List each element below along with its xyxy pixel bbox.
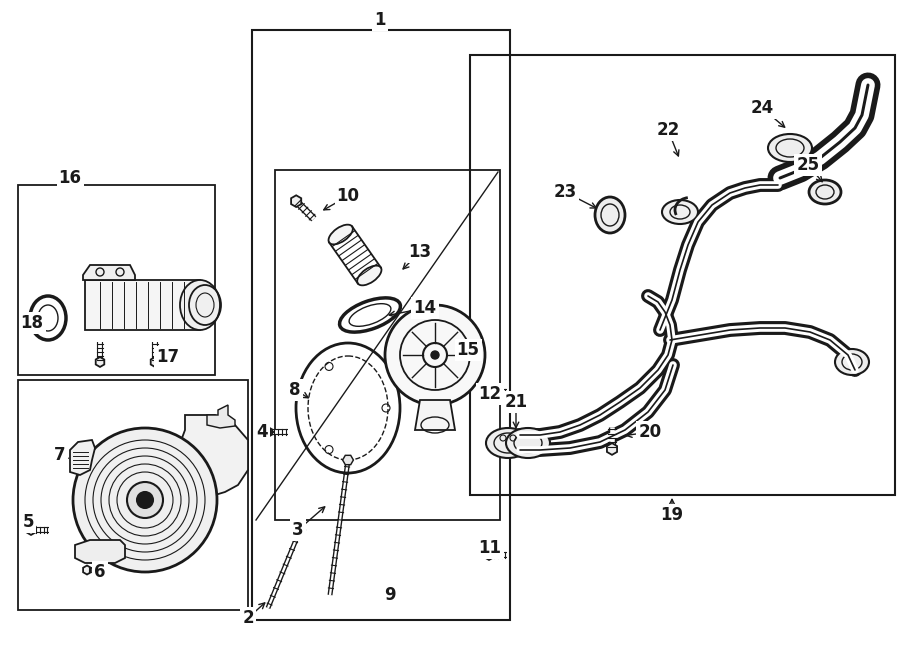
Text: 24: 24	[751, 99, 774, 117]
Ellipse shape	[73, 428, 217, 572]
Polygon shape	[175, 415, 248, 498]
Text: 8: 8	[289, 381, 301, 399]
Text: 3: 3	[292, 521, 304, 539]
Polygon shape	[83, 565, 91, 575]
Polygon shape	[83, 265, 135, 280]
Bar	[470, 55, 895, 495]
Bar	[252, 30, 510, 620]
Text: 19: 19	[661, 506, 684, 524]
Ellipse shape	[127, 482, 163, 518]
Text: 5: 5	[22, 513, 34, 531]
Ellipse shape	[662, 200, 698, 224]
Text: 1: 1	[374, 11, 386, 29]
Bar	[18, 380, 248, 610]
Text: 16: 16	[58, 169, 82, 187]
Polygon shape	[27, 525, 35, 535]
Ellipse shape	[486, 428, 530, 458]
Text: 21: 21	[504, 393, 527, 411]
Polygon shape	[485, 550, 493, 560]
Polygon shape	[70, 440, 95, 475]
Text: 2: 2	[242, 609, 254, 627]
Ellipse shape	[506, 428, 550, 458]
Polygon shape	[343, 455, 354, 465]
Ellipse shape	[431, 351, 439, 359]
Bar	[18, 185, 215, 375]
Polygon shape	[291, 195, 302, 207]
Ellipse shape	[809, 180, 841, 204]
Polygon shape	[485, 387, 493, 397]
Ellipse shape	[595, 197, 625, 233]
Text: 11: 11	[479, 539, 501, 557]
Text: 22: 22	[656, 121, 680, 139]
Text: 13: 13	[409, 243, 432, 261]
Bar	[85, 280, 200, 330]
Polygon shape	[264, 427, 273, 437]
Polygon shape	[294, 526, 305, 535]
Ellipse shape	[137, 492, 153, 508]
Ellipse shape	[357, 265, 382, 285]
Text: 12: 12	[479, 385, 501, 403]
Polygon shape	[150, 357, 159, 367]
Polygon shape	[607, 443, 617, 455]
Ellipse shape	[180, 280, 220, 330]
Text: 4: 4	[256, 423, 268, 441]
Polygon shape	[95, 357, 104, 367]
Text: 25: 25	[796, 156, 820, 174]
Text: 10: 10	[337, 187, 359, 205]
Text: 23: 23	[554, 183, 577, 201]
Text: 15: 15	[456, 341, 480, 359]
Polygon shape	[207, 405, 235, 428]
Text: 17: 17	[157, 348, 180, 366]
Ellipse shape	[385, 305, 485, 405]
Text: 9: 9	[384, 586, 396, 604]
Text: 6: 6	[94, 563, 106, 581]
Text: 20: 20	[638, 423, 662, 441]
Polygon shape	[415, 400, 455, 430]
Text: 7: 7	[54, 446, 66, 464]
Text: 14: 14	[413, 299, 436, 317]
Text: 18: 18	[21, 314, 43, 332]
Ellipse shape	[328, 224, 353, 244]
Ellipse shape	[768, 134, 812, 162]
Bar	[275, 170, 500, 520]
Polygon shape	[75, 540, 125, 563]
Ellipse shape	[835, 349, 869, 375]
